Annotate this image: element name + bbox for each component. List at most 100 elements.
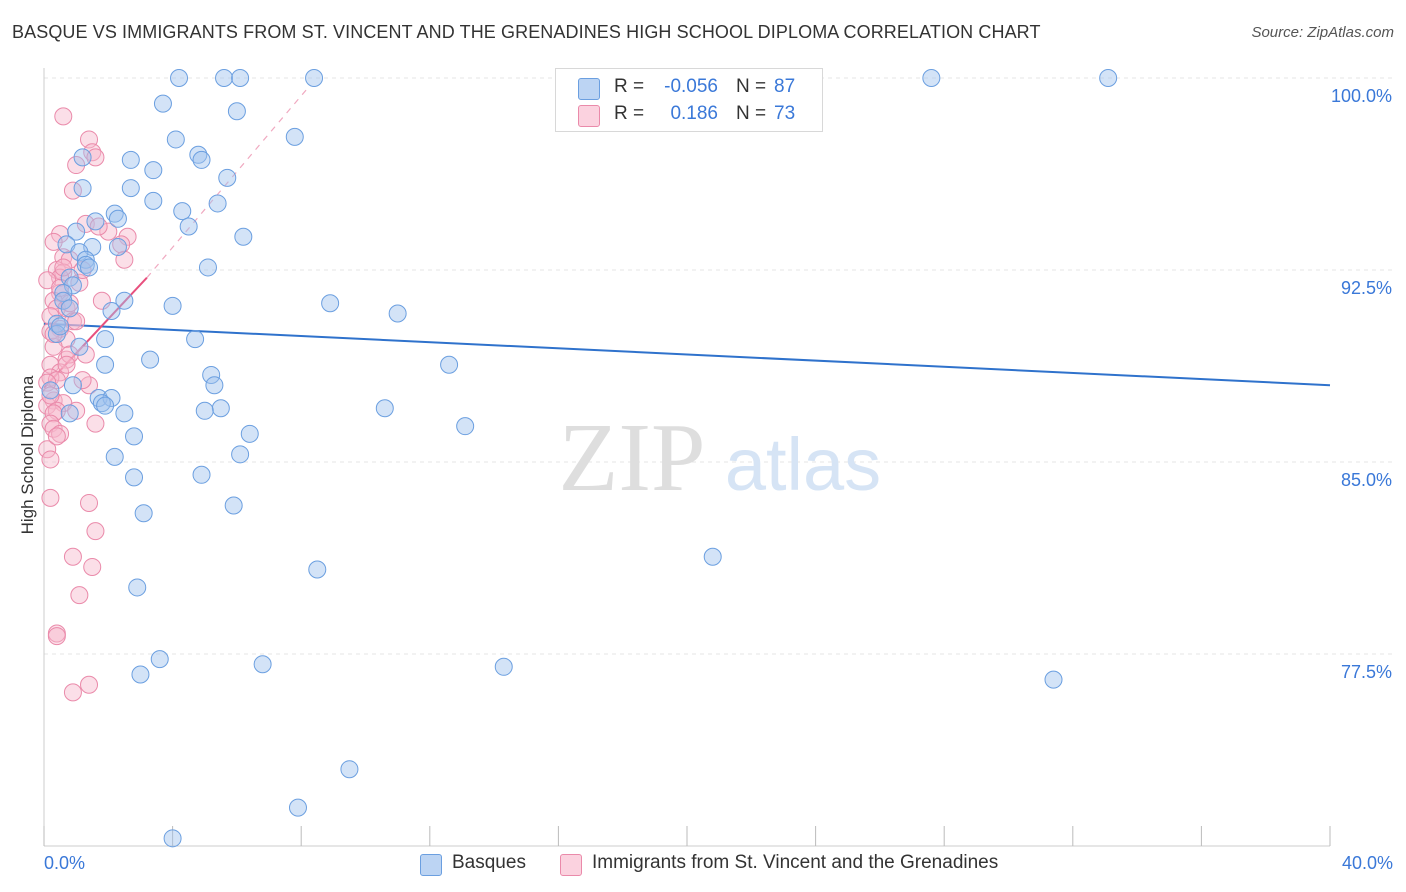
basques-trend-line	[43, 322, 1331, 387]
immigrants-point	[54, 107, 73, 126]
basques-point	[96, 396, 115, 415]
immigrants-trend-line	[43, 276, 148, 389]
basques-point	[224, 496, 243, 515]
x-tick-label-max: 40.0%	[1342, 853, 1393, 873]
basques-point	[144, 161, 163, 180]
basques-point	[63, 376, 82, 395]
immigrants-point	[83, 143, 102, 162]
immigrants-point	[51, 225, 70, 244]
immigrants-point	[80, 675, 99, 694]
immigrants-point	[47, 427, 66, 446]
basques-point	[308, 560, 327, 579]
basques-point	[96, 355, 115, 374]
immigrants-point	[112, 235, 131, 254]
basques-point	[456, 417, 475, 436]
legend-n-label: N =	[736, 76, 767, 97]
trend-lines	[43, 87, 1331, 389]
basques-point	[67, 222, 86, 241]
bottom-legend-immigrants: Immigrants from St. Vincent and the Gren…	[560, 852, 1040, 876]
basques-point	[92, 394, 111, 413]
basques-point	[340, 760, 359, 779]
immigrants-point	[89, 217, 108, 236]
immigrants-point	[70, 586, 89, 605]
series-immigrants-points	[38, 107, 137, 702]
basques-point	[63, 276, 82, 295]
basques-point	[440, 355, 459, 374]
basques-point	[163, 829, 182, 848]
legend-r-value: -0.056	[664, 76, 718, 97]
basques-point	[227, 102, 246, 121]
immigrants-point	[41, 488, 60, 507]
basques-point	[51, 317, 70, 336]
basques-point	[70, 337, 89, 356]
immigrants-point	[99, 222, 118, 241]
immigrants-point	[57, 355, 76, 374]
immigrants-point	[76, 345, 95, 364]
y-tick-label: 77.5%	[1341, 662, 1392, 682]
basques-point	[208, 194, 227, 213]
basques-point	[179, 217, 198, 236]
y-tick-label: 92.5%	[1341, 278, 1392, 298]
basques-point	[192, 150, 211, 169]
immigrants-point	[41, 450, 60, 469]
basques-point	[288, 798, 307, 817]
basques-point	[89, 389, 108, 407]
immigrants-point	[83, 557, 102, 576]
basques-point	[73, 148, 92, 167]
basques-point	[173, 202, 192, 221]
y-tick-labels: 77.5% 85.0% 92.5% 100.0%	[1331, 86, 1392, 682]
basques-point	[86, 212, 105, 231]
immigrants-point	[60, 345, 79, 364]
stats-legend: R = -0.056 N = 87 R = 0.186 N = 73	[555, 68, 823, 132]
basques-point	[494, 657, 513, 676]
basques-point	[703, 547, 722, 566]
basques-point	[76, 255, 95, 274]
legend-n-value: 73	[774, 103, 796, 124]
series-basques-points	[41, 69, 1118, 848]
legend-n-label: N =	[736, 103, 767, 124]
basques-point	[202, 365, 221, 384]
basques-point	[115, 291, 134, 310]
immigrants-point	[63, 547, 82, 566]
basques-point	[60, 299, 79, 318]
basques-point	[131, 665, 150, 684]
legend-swatch-immigrants	[578, 105, 600, 127]
legend-row-immigrants: R = 0.186 N = 73	[556, 102, 822, 128]
basques-point	[231, 445, 250, 464]
immigrants-point	[38, 440, 57, 459]
basques-point	[163, 296, 182, 315]
basques-point	[150, 650, 169, 669]
basques-point	[54, 291, 73, 310]
basques-point	[153, 94, 172, 113]
immigrants-point	[47, 627, 66, 646]
basques-point	[211, 399, 230, 418]
basques-point	[189, 145, 208, 164]
y-axis-label: High School Diploma	[18, 375, 37, 535]
basques-point	[60, 404, 79, 423]
basques-point	[144, 191, 163, 210]
bottom-legend-label-basques: Basques	[452, 852, 526, 873]
immigrants-point	[73, 371, 92, 390]
basques-point	[205, 376, 224, 395]
basques-point	[108, 237, 127, 256]
x-tick-labels: 0.0% 40.0%	[44, 853, 1393, 873]
basques-point	[121, 179, 140, 198]
y-tick-label: 85.0%	[1341, 470, 1392, 490]
basques-point	[285, 127, 304, 146]
immigrants-point	[51, 424, 70, 443]
legend-swatch-basques	[578, 78, 600, 100]
basques-point	[108, 209, 127, 228]
immigrants-point	[80, 493, 99, 512]
legend-row-basques: R = -0.056 N = 87	[556, 75, 822, 101]
immigrants-trend-extension	[146, 87, 309, 279]
basques-point	[80, 258, 99, 277]
watermark: ZIP atlas	[559, 404, 882, 512]
bottom-legend-swatch-immigrants	[560, 854, 582, 876]
immigrants-point	[41, 386, 60, 405]
basques-point	[141, 350, 160, 369]
basques-point	[375, 399, 394, 418]
basques-point	[170, 69, 189, 87]
grid-lines	[44, 77, 1395, 655]
immigrants-point	[86, 414, 105, 433]
